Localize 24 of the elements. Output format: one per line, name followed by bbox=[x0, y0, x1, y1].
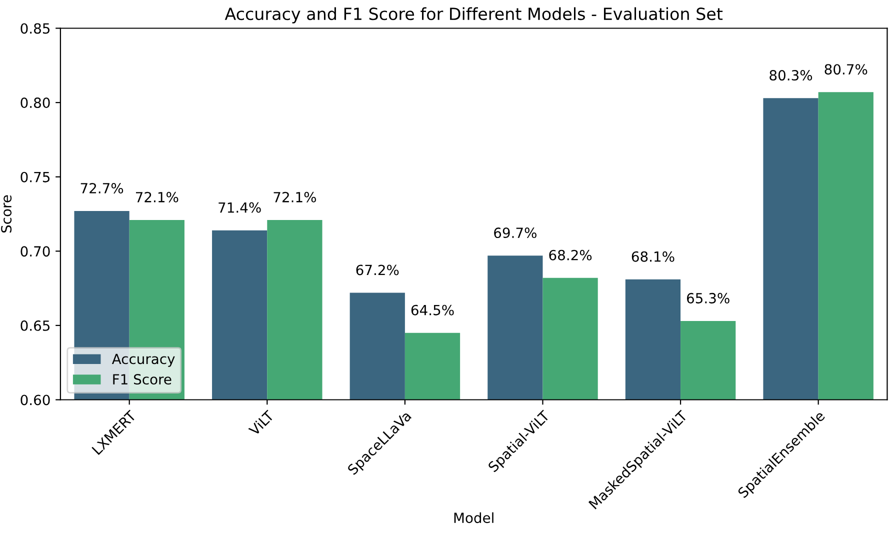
y-tick-label: 0.65 bbox=[20, 320, 50, 331]
x-tick-label: ViLT bbox=[248, 409, 275, 436]
data-label: 64.5% bbox=[411, 304, 454, 316]
x-axis-title: Model bbox=[454, 512, 494, 524]
legend-label: Accuracy bbox=[112, 354, 175, 367]
y-tick-label: 0.80 bbox=[20, 98, 50, 108]
data-label: 67.2% bbox=[356, 264, 399, 276]
y-axis-title: Score bbox=[1, 195, 12, 233]
data-label: 72.1% bbox=[274, 192, 316, 202]
data-label: 72.1% bbox=[136, 192, 178, 202]
data-label: 71.4% bbox=[218, 202, 261, 213]
legend-label: F1 Score bbox=[113, 374, 172, 385]
y-tick-label: 0.75 bbox=[20, 172, 50, 182]
data-label: 80.3% bbox=[770, 70, 812, 81]
data-label: 80.7% bbox=[824, 64, 868, 75]
data-label: 72.7% bbox=[80, 182, 124, 194]
data-label: 69.7% bbox=[494, 228, 536, 238]
chart-title: Accuracy and F1 Score for Different Models - Evaluation Set bbox=[224, 7, 723, 24]
y-tick-label: 0.85 bbox=[20, 23, 50, 34]
data-label: 65.3% bbox=[687, 292, 730, 304]
data-label: 68.2% bbox=[549, 250, 592, 260]
y-tick-label: 0.60 bbox=[20, 394, 50, 406]
data-label: 68.1% bbox=[632, 251, 674, 262]
y-tick-label: 0.70 bbox=[20, 246, 50, 257]
